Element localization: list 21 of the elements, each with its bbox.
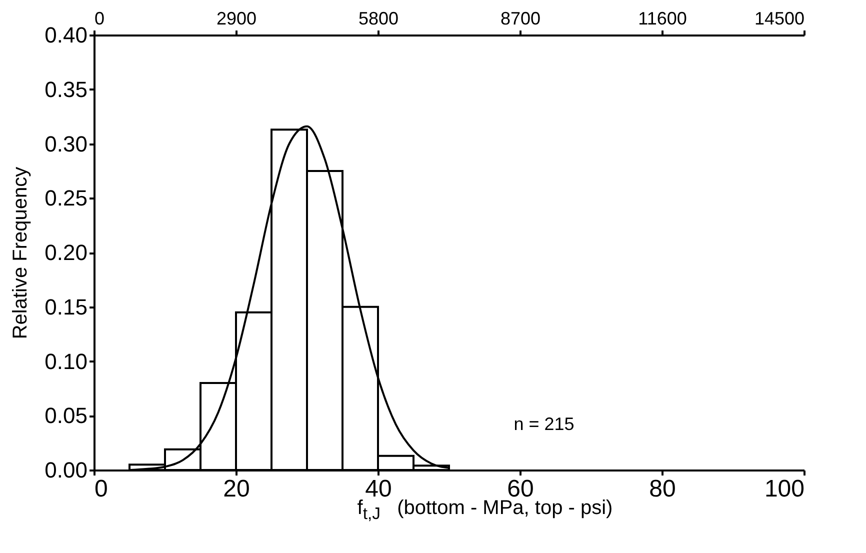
x2-tick-label: 11600: [638, 8, 687, 28]
y-tick-label: 0.05: [44, 403, 88, 428]
x2-tick-label: 0: [94, 8, 105, 28]
y-tick-label: 0.15: [44, 294, 88, 320]
y-tick-label: 0.25: [44, 186, 88, 211]
y-tick-label: 0.00: [44, 458, 88, 482]
x2-tick-label: 5800: [358, 8, 399, 28]
x2-tick-label: 14500: [754, 8, 804, 28]
y-axis-title: Relative Frequency: [10, 166, 32, 340]
y-tick-label: 0.20: [44, 240, 88, 265]
x-tick-label: 20: [223, 476, 250, 502]
y-tick-label: 0.10: [44, 348, 88, 374]
x-tick-label: 100: [764, 476, 804, 502]
y-tick-label: 0.40: [44, 22, 88, 48]
annotation: n = 215: [514, 414, 574, 434]
x-tick-label: 80: [649, 476, 676, 502]
x2-tick-label: 8700: [500, 8, 541, 28]
y-tick-label: 0.30: [44, 131, 88, 156]
x2-tick-label: 2900: [216, 8, 257, 28]
y-tick-label: 0.35: [44, 76, 88, 102]
x-tick-label: 0: [94, 476, 108, 502]
